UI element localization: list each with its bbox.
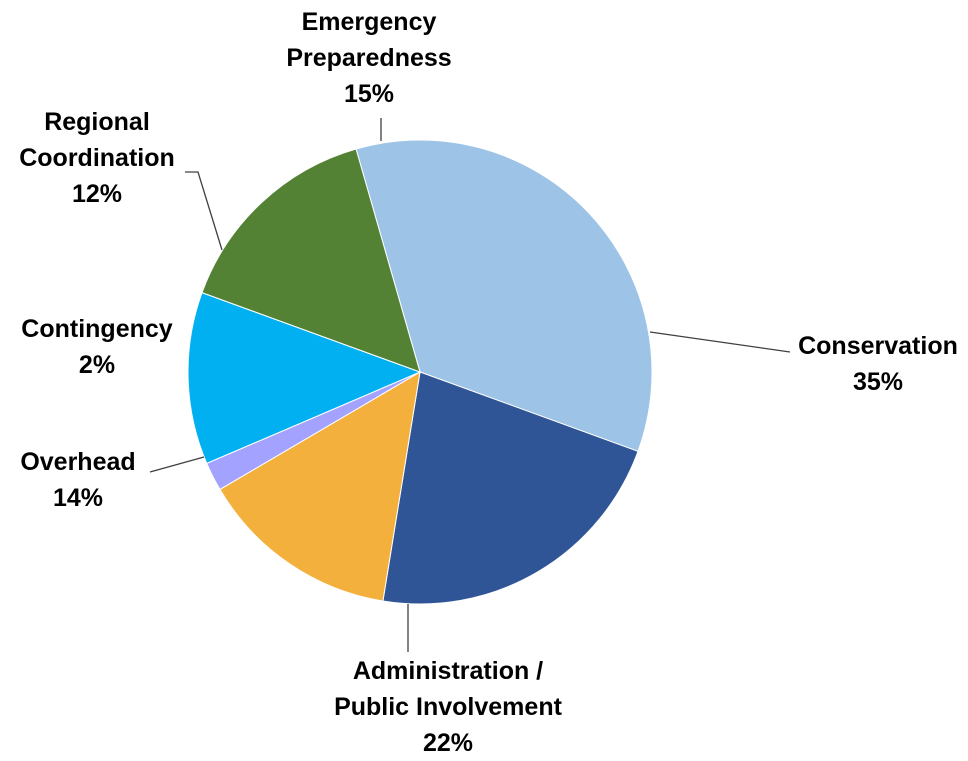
slice-percent-emergency-preparedness: 15% bbox=[344, 80, 394, 108]
slice-name-contingency: Contingency bbox=[21, 315, 172, 343]
pie-slice-regional-coordination bbox=[187, 292, 422, 465]
slice-label-conservation: Conservation 35% bbox=[798, 332, 958, 396]
slice-label-overhead: Overhead 14% bbox=[20, 448, 135, 512]
slice-percent-contingency: 2% bbox=[79, 351, 115, 379]
pie-slice-conservation bbox=[355, 139, 653, 452]
pie-slices bbox=[187, 139, 653, 605]
leader-lines bbox=[149, 118, 791, 652]
pie-slice-emergency-preparedness bbox=[201, 148, 421, 373]
slice-label-emergency-preparedness: Emergency Preparedness 15% bbox=[286, 8, 451, 108]
slice-name-overhead: Overhead bbox=[20, 448, 135, 476]
slice-label-regional-coordination: Regional Coordination 12% bbox=[19, 108, 175, 208]
slice-percent-overhead: 14% bbox=[53, 484, 103, 512]
slice-percent-regional-coordination: 12% bbox=[72, 180, 122, 208]
pie-slice-administration-public-involvement bbox=[382, 371, 639, 605]
leader-line-overhead bbox=[149, 456, 205, 473]
leader-line-conservation bbox=[649, 331, 791, 353]
slice-labels: Conservation 35% Administration / Public In… bbox=[19, 8, 958, 757]
slice-name-emergency-preparedness: Emergency bbox=[302, 8, 437, 36]
slice-label-administration-public-involvement: Administration / Public Involvement 22% bbox=[334, 657, 563, 757]
slice-name-administration-public-involvement: Public Involvement bbox=[334, 693, 563, 721]
slice-percent-conservation: 35% bbox=[853, 368, 903, 396]
slice-name-regional-coordination: Coordination bbox=[19, 144, 175, 172]
slice-name-regional-coordination: Regional bbox=[44, 108, 150, 136]
pie-slice-overhead bbox=[219, 371, 421, 602]
slice-name-emergency-preparedness: Preparedness bbox=[286, 44, 451, 72]
leader-line-regional-coordination bbox=[185, 171, 223, 251]
slice-name-conservation: Conservation bbox=[798, 332, 958, 360]
slice-label-contingency: Contingency 2% bbox=[21, 315, 172, 379]
slice-name-administration-public-involvement: Administration / bbox=[353, 657, 543, 685]
slice-percent-administration-public-involvement: 22% bbox=[423, 729, 473, 757]
